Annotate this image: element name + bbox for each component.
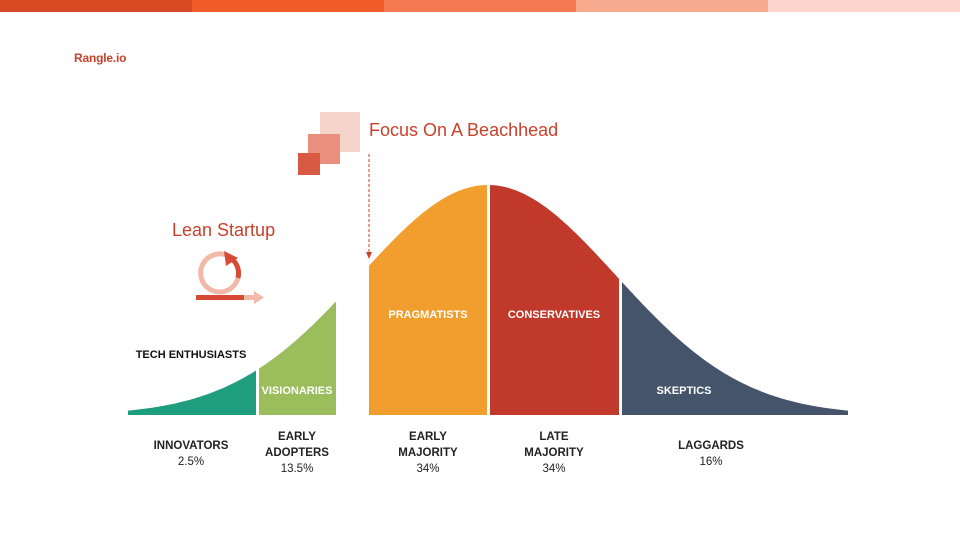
category-percent: 34% [416,463,440,475]
persona-label-tech-enthusiasts: TECH ENTHUSIASTS [135,349,247,361]
beachhead-arrow [366,154,372,259]
category-late-majority: LATE MAJORITY 34% [494,429,614,477]
overlapping-squares-icon [298,112,360,175]
segment-early-majority [369,185,487,415]
category-name: LAGGARDS [678,440,744,452]
stripe-3 [384,0,576,12]
persona-label-conservatives: CONSERVATIVES [507,309,601,321]
segment-innovators [128,370,256,415]
category-early-majority: EARLY MAJORITY 34% [368,429,488,477]
category-early-adopters: EARLY ADOPTERS 13.5% [237,429,357,477]
category-name: EARLY MAJORITY [398,431,458,459]
category-percent: 34% [542,463,566,475]
lean-startup-callout: Lean Startup [172,220,276,240]
segment-laggards [622,282,848,415]
brand-logo: Rangle.io [74,51,127,65]
beachhead-callout: Focus On A Beachhead [369,120,559,140]
stripe-5 [768,0,960,12]
persona-label-visionaries: VISIONARIES [261,385,333,397]
category-percent: 13.5% [280,463,314,475]
persona-label-skeptics: SKEPTICS [656,385,712,397]
segment-early-adopters [259,301,336,415]
category-name: INNOVATORS [153,440,229,452]
top-stripe-bar [0,0,960,12]
category-percent: 2.5% [177,456,205,468]
stripe-1 [0,0,192,12]
category-laggards: LAGGARDS 16% [651,438,771,470]
cycle-arrow-icon [196,251,264,304]
stripe-4 [576,0,768,12]
category-innovators: INNOVATORS 2.5% [131,438,251,470]
category-name: LATE MAJORITY [524,431,584,459]
category-name: EARLY ADOPTERS [265,431,329,459]
category-percent: 16% [699,456,723,468]
segment-late-majority [490,185,619,415]
stripe-2 [192,0,384,12]
persona-label-pragmatists: PRAGMATISTS [388,309,468,321]
